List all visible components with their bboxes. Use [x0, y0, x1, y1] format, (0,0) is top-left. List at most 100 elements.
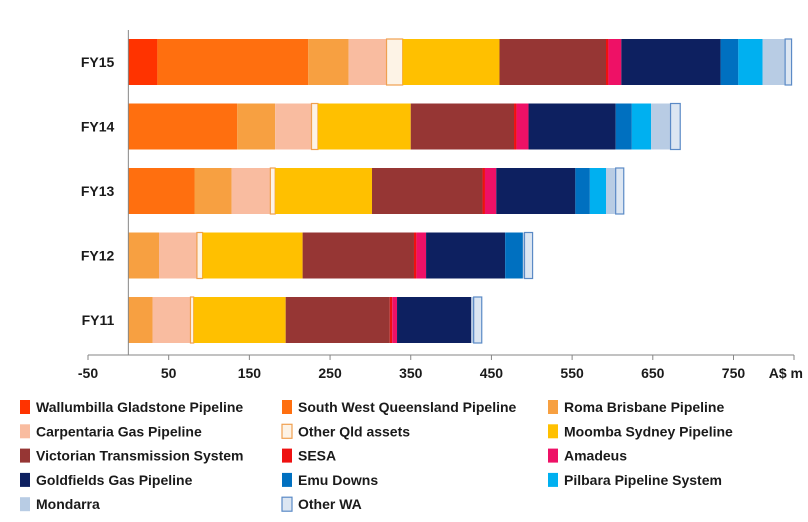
legend-swatch [548, 448, 558, 463]
bars-layer [128, 38, 793, 344]
bar-segment-fy15-amadeus [608, 39, 622, 85]
legend-label: Emu Downs [298, 472, 378, 488]
bar-segment-fy15-other-qld-assets [385, 38, 404, 86]
bar-segment-fy11-roma-brisbane-pipeline [128, 297, 153, 343]
bar-segment-fy14-amadeus [516, 103, 529, 150]
legend-label: Victorian Transmission System [36, 448, 244, 464]
x-tick-label: 50 [161, 365, 177, 381]
bar-segment-fy13-amadeus [484, 168, 497, 214]
legend-swatch [548, 472, 558, 487]
bar-segment-fy12-goldfields-gas-pipeline [426, 232, 506, 279]
bar-segment-fy14-pilbara-pipeline-system [631, 103, 652, 150]
bar-segment-fy12-carpentaria-gas-pipeline [159, 232, 197, 279]
legend-swatch [281, 496, 293, 512]
category-label-fy12: FY12 [81, 248, 115, 264]
bar-segment-fy13-pilbara-pipeline-system [589, 168, 607, 214]
bar-segment-fy15-victorian-transmission-system [499, 39, 607, 85]
bar-segment-fy13-other-qld-assets [269, 167, 276, 215]
x-tick-label: -50 [78, 365, 98, 381]
bar-segment-fy11-other-wa [473, 296, 483, 344]
bar-segment-fy11-amadeus [392, 297, 398, 343]
legend-label: Other Qld assets [298, 423, 410, 439]
bar-segment-fy13-roma-brisbane-pipeline [194, 168, 232, 214]
bar-segment-fy12-emu-downs [505, 232, 523, 279]
x-tick-label: 350 [399, 365, 423, 381]
bar-segment-fy15-goldfields-gas-pipeline [621, 39, 721, 85]
bar-segment-fy12-sesa [413, 232, 417, 279]
bar-segment-fy12-other-qld-assets [196, 231, 204, 280]
x-tick-label: 650 [641, 365, 665, 381]
bar-segment-fy14-goldfields-gas-pipeline [528, 103, 616, 150]
bar-segment-fy12-moomba-sydney-pipeline [202, 232, 303, 279]
x-tick-label: 250 [318, 365, 342, 381]
bar-segment-fy15-other-wa [784, 38, 793, 86]
bar-segment-fy15-pilbara-pipeline-system [738, 39, 763, 85]
bar-segment-fy14-moomba-sydney-pipeline [317, 103, 411, 150]
bar-segment-fy14-sesa [514, 103, 517, 150]
bar-segment-fy14-carpentaria-gas-pipeline [275, 103, 312, 150]
bar-segment-fy14-other-qld-assets [310, 102, 319, 151]
category-label-fy15: FY15 [81, 54, 115, 70]
legend: Wallumbilla Gladstone Pipeline South West… [20, 399, 733, 512]
bar-segment-fy12-other-wa [523, 231, 534, 280]
bar-segment-fy13-emu-downs [575, 168, 590, 214]
bar-segment-fy13-mondarra [606, 168, 616, 214]
bar-segment-fy14-mondarra [651, 103, 671, 150]
bar-segment-fy11-carpentaria-gas-pipeline [152, 297, 191, 343]
bar-segment-fy15-moomba-sydney-pipeline [402, 39, 500, 85]
bar-segment-fy15-wallumbilla-gladstone-pipeline [128, 39, 158, 85]
bar-segment-fy13-carpentaria-gas-pipeline [231, 168, 271, 214]
legend-label: Other WA [298, 496, 362, 512]
bar-segment-fy11-other-qld-assets [189, 296, 195, 344]
legend-label: Wallumbilla Gladstone Pipeline [36, 399, 243, 415]
bar-segment-fy12-victorian-transmission-system [302, 232, 414, 279]
legend-swatch [20, 400, 30, 414]
legend-swatch [20, 497, 30, 512]
bar-segment-fy11-sesa [389, 297, 393, 343]
legend-label: Moomba Sydney Pipeline [564, 423, 733, 439]
bar-segment-fy15-south-west-queensland-pipeline [157, 39, 309, 85]
bar-segment-fy11-moomba-sydney-pipeline [193, 297, 286, 343]
bar-segment-fy13-south-west-queensland-pipeline [128, 168, 195, 214]
bar-segment-fy12-mondarra [522, 232, 525, 279]
bar-segment-fy15-carpentaria-gas-pipeline [348, 39, 387, 85]
category-label-fy11: FY11 [82, 312, 115, 328]
bar-segment-fy15-emu-downs [720, 39, 739, 85]
bar-segment-fy15-sesa [606, 39, 609, 85]
bar-segment-fy13-moomba-sydney-pipeline [275, 168, 373, 214]
bar-segment-fy14-other-wa [669, 102, 681, 151]
bar-segment-fy13-other-wa [615, 167, 625, 215]
bar-segment-fy14-emu-downs [615, 103, 632, 150]
legend-label: South West Queensland Pipeline [298, 399, 517, 415]
bar-segment-fy12-amadeus [416, 232, 427, 279]
x-tick-label: 550 [560, 365, 584, 381]
bar-segment-fy11-mondarra [471, 297, 474, 343]
legend-swatch [282, 472, 292, 487]
bar-segment-fy13-goldfields-gas-pipeline [496, 168, 576, 214]
legend-label: Carpentaria Gas Pipeline [36, 423, 202, 439]
bar-segment-fy14-roma-brisbane-pipeline [237, 103, 276, 150]
bar-segment-fy12-roma-brisbane-pipeline [128, 232, 159, 279]
category-label-fy13: FY13 [81, 183, 115, 199]
bar-segment-fy13-victorian-transmission-system [372, 168, 483, 214]
bar-segment-fy15-mondarra [762, 39, 786, 85]
bar-segment-fy11-goldfields-gas-pipeline [397, 297, 472, 343]
legend-label: Goldfields Gas Pipeline [36, 472, 193, 488]
bar-segment-fy11-victorian-transmission-system [285, 297, 390, 343]
bar-segment-fy14-south-west-queensland-pipeline [128, 103, 238, 150]
legend-swatch [20, 448, 30, 463]
legend-swatch [282, 448, 292, 463]
legend-label: Pilbara Pipeline System [564, 472, 722, 488]
x-axis-unit-label: A$ m [769, 365, 803, 381]
bar-segment-fy14-victorian-transmission-system [410, 103, 515, 150]
legend-swatch [548, 424, 558, 439]
x-tick-label: 150 [238, 365, 262, 381]
axes-layer: FY15 FY14 FY13 FY12 FY11 -50 50 150 250 350 450 550… [78, 30, 803, 381]
category-label-fy14: FY14 [81, 119, 115, 135]
legend-swatch [20, 424, 30, 439]
legend-label: Mondarra [36, 496, 100, 512]
legend-label: Amadeus [564, 448, 627, 464]
legend-label: Roma Brisbane Pipeline [564, 399, 724, 415]
bar-segment-fy13-sesa [482, 168, 485, 214]
